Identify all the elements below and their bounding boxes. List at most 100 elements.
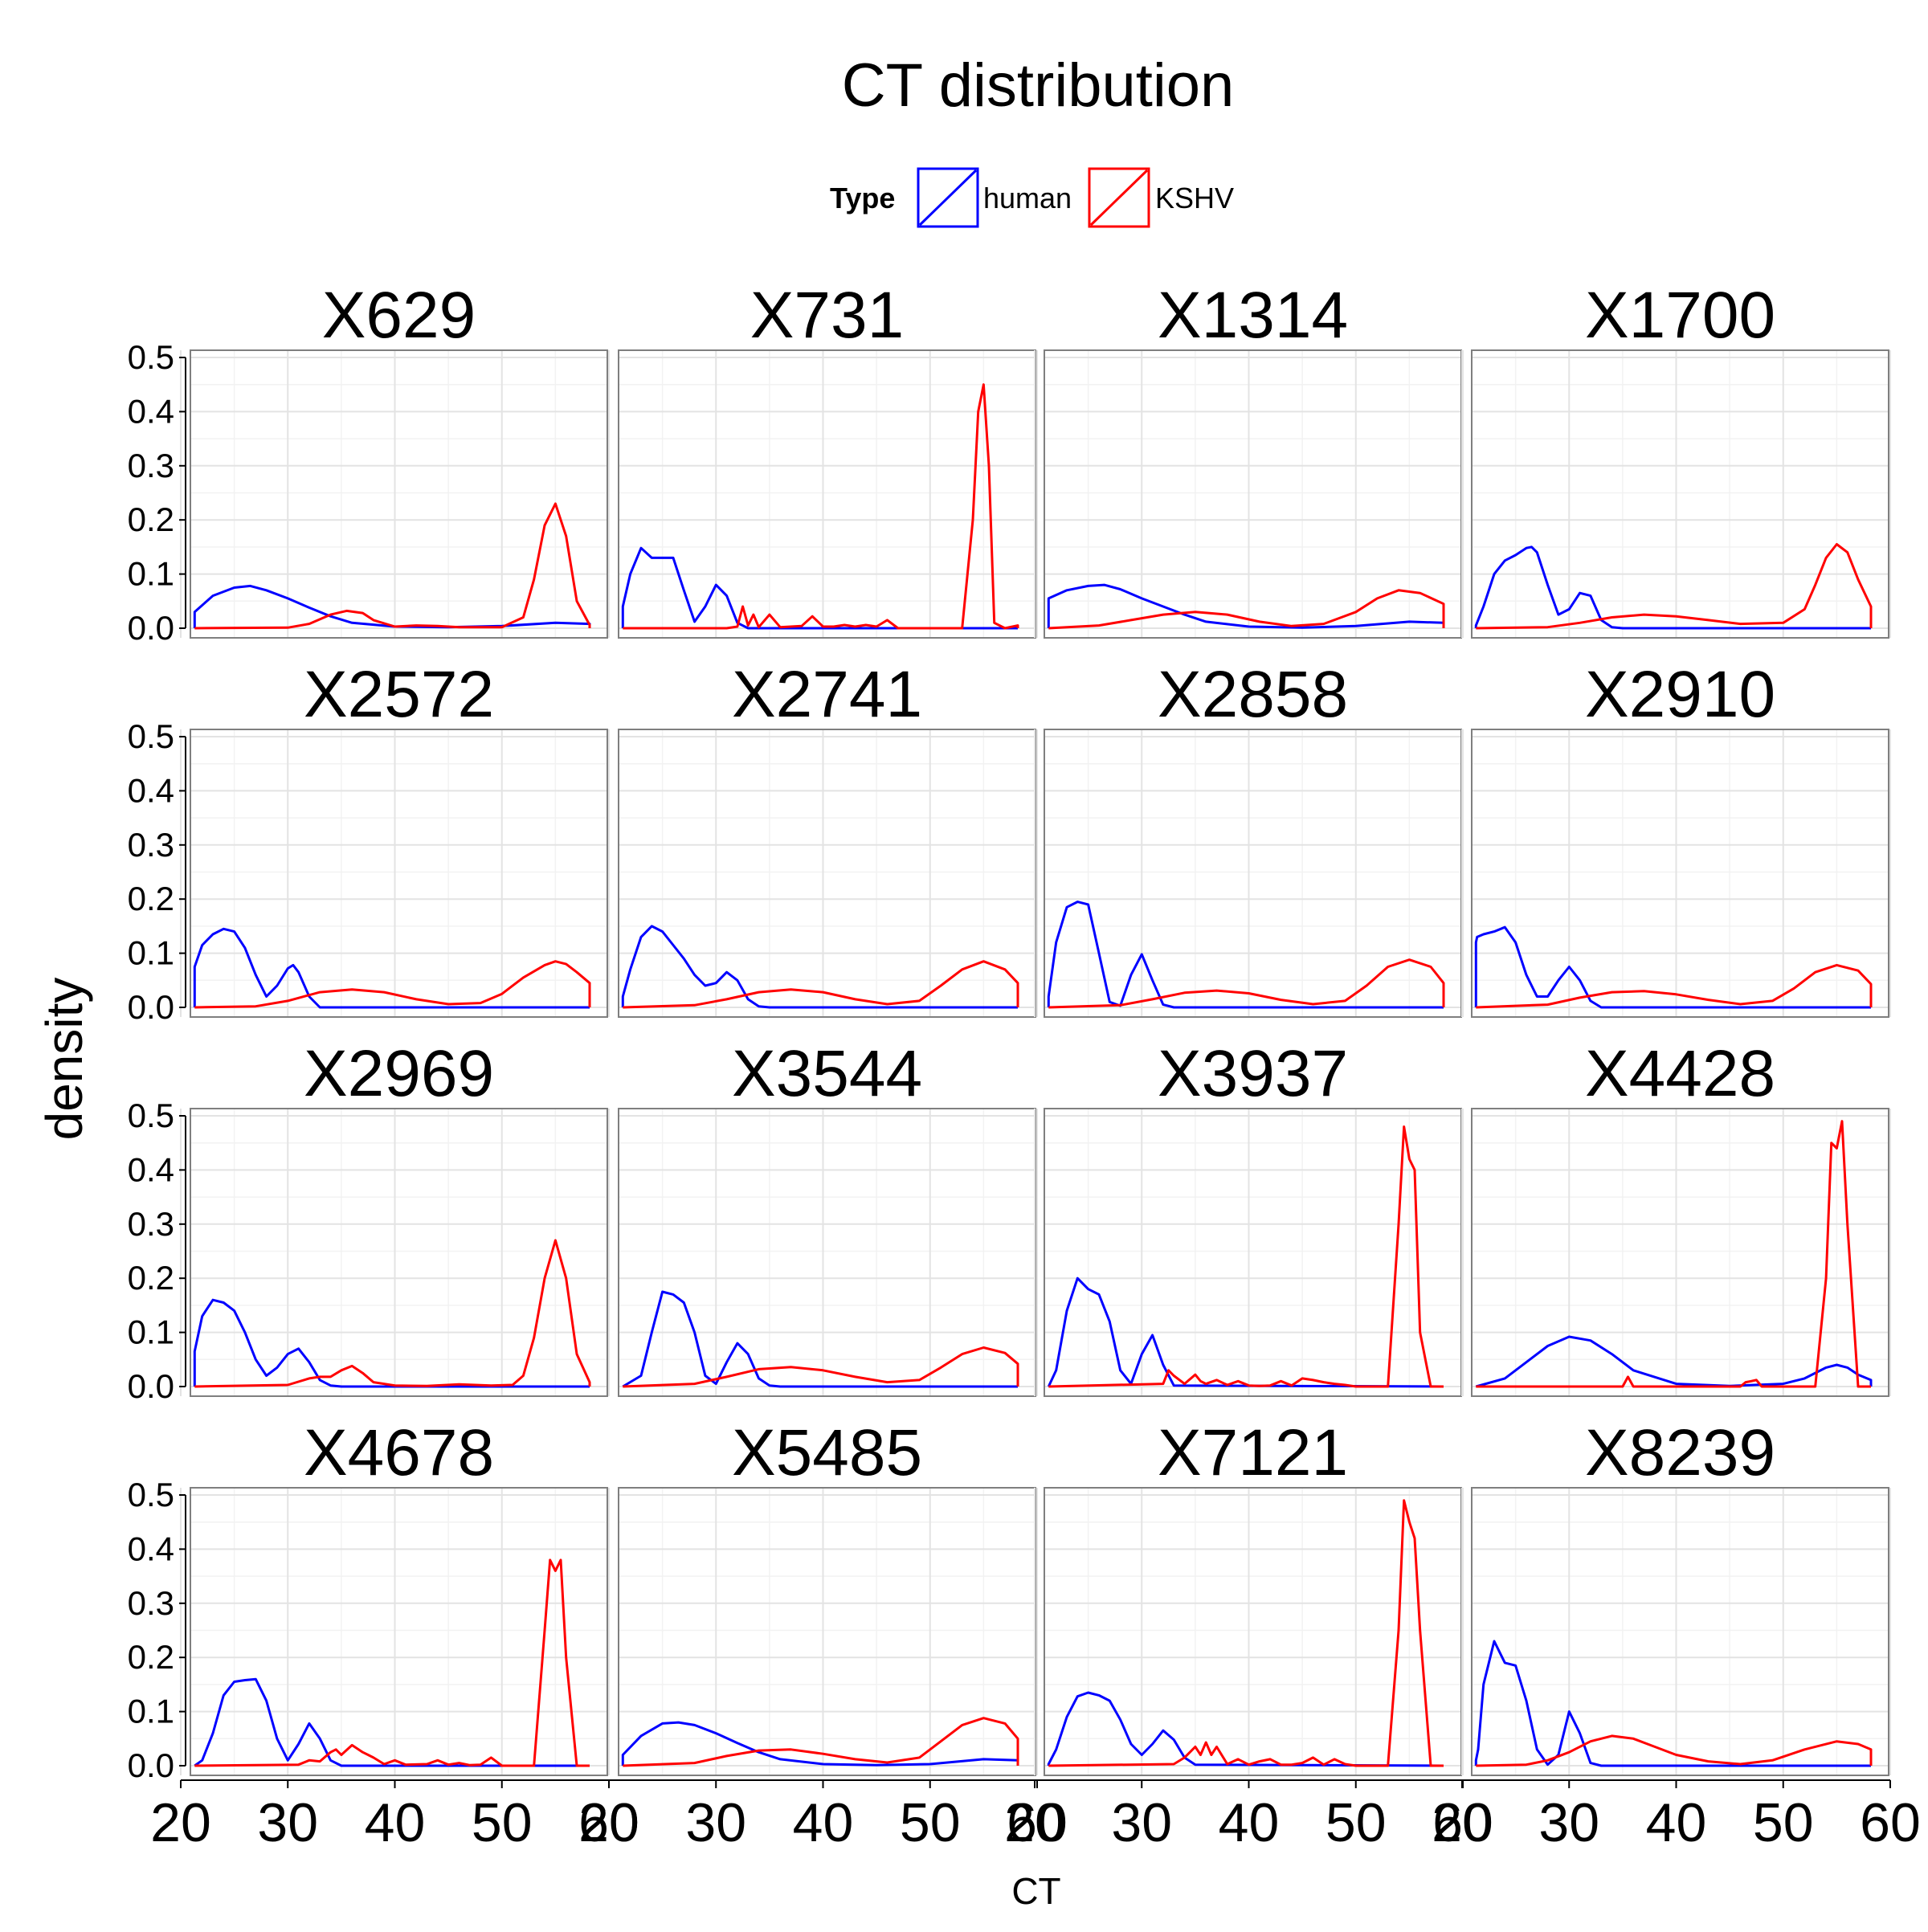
facet-title: X3937 bbox=[1158, 1037, 1348, 1110]
x-tick-label: 30 bbox=[1538, 1792, 1599, 1853]
panel-background bbox=[190, 350, 607, 638]
facet-title: X7121 bbox=[1158, 1416, 1348, 1489]
panel-x2741: X2741 bbox=[608, 658, 1038, 1018]
facet-title: X4428 bbox=[1585, 1037, 1775, 1110]
x-tick-label: 40 bbox=[1219, 1792, 1280, 1853]
panel-border bbox=[1471, 1487, 1889, 1776]
y-tick-label: 0.3 bbox=[128, 826, 174, 864]
panel-border bbox=[190, 729, 608, 1018]
density-line-human bbox=[621, 546, 1018, 630]
facet-title: X629 bbox=[322, 279, 476, 352]
panel-border bbox=[1471, 349, 1889, 639]
facet-title: X1314 bbox=[1158, 279, 1348, 352]
panel-background bbox=[1472, 729, 1889, 1017]
panel-border bbox=[1471, 729, 1889, 1018]
panel-x2858: X2858 bbox=[1034, 658, 1464, 1018]
x-tick-label: 30 bbox=[1111, 1792, 1172, 1853]
panel-background bbox=[1044, 729, 1461, 1017]
legend: Type human KSHV bbox=[830, 167, 1234, 228]
density-line-human bbox=[193, 927, 590, 1009]
x-tick-label: 20 bbox=[150, 1792, 211, 1853]
x-tick-label: 60 bbox=[578, 1792, 639, 1853]
density-line-human bbox=[194, 1677, 590, 1767]
y-tick-label: 0.4 bbox=[128, 1530, 174, 1567]
panel-x3937: X3937 bbox=[1034, 1037, 1464, 1397]
x-tick-label: 50 bbox=[1753, 1792, 1814, 1853]
facet-title: X2741 bbox=[732, 658, 922, 731]
y-tick-label: 0.2 bbox=[128, 1638, 174, 1676]
x-axis-label: CT bbox=[1011, 1870, 1060, 1912]
density-line-human bbox=[1474, 1640, 1871, 1767]
panel-x4678: X4678 0.0 0.1 0.2 0.3 0.4 0.5 20 30 40 50 60 bbox=[128, 1416, 639, 1853]
panel-x3544: X3544 bbox=[608, 1037, 1038, 1397]
panel-x2572: X2572 0.0 0.1 0.2 0.3 0.4 0.5 bbox=[128, 658, 610, 1026]
y-tick-label: 0.5 bbox=[128, 717, 174, 755]
density-line-human bbox=[1475, 1335, 1873, 1388]
density-line-kshv bbox=[1476, 543, 1873, 630]
y-tick-label: 0.0 bbox=[128, 988, 174, 1026]
panel-x629: X629 0.0 0.1 0.2 0.3 0.4 0.5 bbox=[128, 279, 610, 647]
panel-background bbox=[1472, 350, 1889, 638]
x-tick-label: 50 bbox=[472, 1792, 533, 1853]
panel-background bbox=[1044, 350, 1461, 638]
facet-title: X5485 bbox=[732, 1416, 922, 1489]
x-tick-label: 60 bbox=[1860, 1792, 1921, 1853]
density-line-human bbox=[193, 584, 591, 629]
y-axis-label: density bbox=[35, 978, 93, 1141]
panel-background bbox=[1472, 1488, 1889, 1775]
y-tick-label: 0.3 bbox=[128, 1205, 174, 1243]
x-tick-label: 50 bbox=[1326, 1792, 1387, 1853]
facet-title: X2572 bbox=[304, 658, 494, 731]
panel-background bbox=[1044, 1109, 1461, 1396]
facet-panels: X629 0.0 0.1 0.2 0.3 0.4 0.5 X731 X1314 X1700 X257… bbox=[128, 279, 1921, 1853]
density-line-kshv bbox=[623, 960, 1019, 1009]
panel-x2910: X2910 bbox=[1461, 658, 1891, 1018]
y-tick-label: 0.4 bbox=[128, 1150, 174, 1188]
y-tick-label: 0.0 bbox=[128, 1367, 174, 1405]
x-tick-label: 40 bbox=[365, 1792, 426, 1853]
x-tick-label: 60 bbox=[1007, 1792, 1068, 1853]
facet-title: X1700 bbox=[1585, 279, 1775, 352]
x-tick-label: 40 bbox=[1646, 1792, 1707, 1853]
density-line-human bbox=[621, 925, 1018, 1009]
panel-background bbox=[619, 729, 1035, 1017]
y-tick-label: 0.1 bbox=[128, 1313, 174, 1351]
y-tick-label: 0.3 bbox=[128, 1584, 174, 1622]
panel-border bbox=[190, 1108, 608, 1397]
y-tick-label: 0.3 bbox=[128, 447, 174, 484]
legend-title: Type bbox=[830, 182, 895, 214]
x-tick-label: 20 bbox=[1432, 1792, 1493, 1853]
density-line-kshv bbox=[1048, 958, 1445, 1009]
legend-label-kshv: KSHV bbox=[1155, 182, 1234, 214]
facet-title: X731 bbox=[750, 279, 905, 352]
panel-x5485: X5485 20 30 40 50 60 bbox=[578, 1416, 1068, 1853]
facet-title: X8239 bbox=[1585, 1416, 1775, 1489]
density-line-kshv bbox=[194, 960, 591, 1009]
density-line-kshv bbox=[623, 1717, 1019, 1767]
y-tick-label: 0.2 bbox=[128, 1259, 174, 1297]
x-tick-label: 20 bbox=[1004, 1792, 1065, 1853]
density-line-human bbox=[1047, 583, 1445, 629]
panel-background bbox=[190, 729, 607, 1017]
x-tick-label: 60 bbox=[1432, 1792, 1493, 1853]
density-line-kshv bbox=[623, 1346, 1019, 1388]
y-tick-label: 0.2 bbox=[128, 500, 174, 538]
density-line-human bbox=[193, 1298, 590, 1388]
y-tick-label: 0.1 bbox=[128, 555, 174, 593]
facet-title: X2910 bbox=[1585, 658, 1775, 731]
density-line-human bbox=[621, 1721, 1019, 1767]
panel-background bbox=[619, 1488, 1035, 1775]
density-line-human bbox=[1474, 545, 1871, 630]
y-tick-label: 0.1 bbox=[128, 1693, 174, 1730]
legend-label-human: human bbox=[983, 182, 1072, 214]
panel-x4428: X4428 bbox=[1461, 1037, 1891, 1397]
density-line-kshv bbox=[194, 1239, 591, 1388]
density-line-kshv bbox=[623, 383, 1019, 630]
panel-border bbox=[1471, 1108, 1889, 1397]
x-tick-label: 30 bbox=[257, 1792, 318, 1853]
legend-key-kshv bbox=[1088, 167, 1150, 228]
panel-x8239: X8239 20 30 40 50 60 bbox=[1432, 1416, 1921, 1853]
y-tick-label: 0.5 bbox=[128, 338, 174, 376]
facet-title: X2969 bbox=[304, 1037, 494, 1110]
